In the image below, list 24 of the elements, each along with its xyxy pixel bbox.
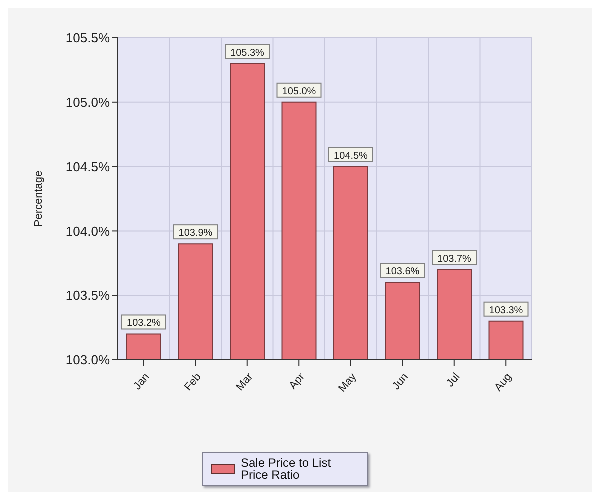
x-tick-label: Jun xyxy=(390,371,411,393)
data-label: 103.3% xyxy=(489,305,524,316)
y-tick-label: 103.0% xyxy=(66,352,110,368)
legend-label: Sale Price to List Price Ratio xyxy=(241,456,332,482)
x-tick-label: Jul xyxy=(444,371,463,390)
x-tick-label: May xyxy=(336,370,360,395)
x-tick-label: Aug xyxy=(492,371,514,394)
y-axis-title: Percentage xyxy=(32,170,45,228)
y-tick-label: 105.0% xyxy=(66,95,110,110)
x-tick-label: Jan xyxy=(132,371,152,393)
x-tick-label: Mar xyxy=(234,370,256,394)
data-label: 103.2% xyxy=(127,318,162,330)
x-tick-label: Apr xyxy=(287,370,308,392)
data-label: 105.0% xyxy=(282,86,316,98)
data-label: 104.5% xyxy=(334,150,368,162)
data-label: 103.9% xyxy=(178,228,213,240)
y-tick-label: 105.5% xyxy=(66,30,110,46)
y-tick-label: 104.0% xyxy=(66,224,110,239)
y-tick-label: 104.5% xyxy=(66,159,110,174)
data-label: 103.7% xyxy=(438,254,472,265)
y-tick-label: 103.5% xyxy=(66,288,110,304)
x-tick-label: Feb xyxy=(182,371,204,394)
data-label: 105.3% xyxy=(230,48,265,59)
data-label: 103.6% xyxy=(386,266,420,278)
